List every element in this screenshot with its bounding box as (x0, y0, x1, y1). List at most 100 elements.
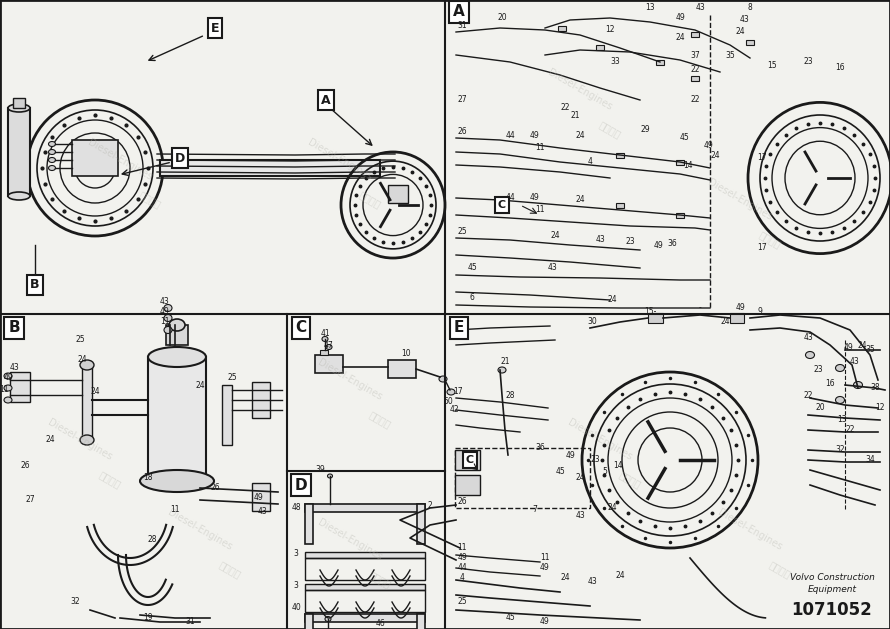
Ellipse shape (8, 104, 30, 112)
Text: 15-: 15- (643, 308, 656, 316)
Text: 21: 21 (570, 111, 579, 120)
Text: Diesel-Engines: Diesel-Engines (316, 357, 384, 403)
Bar (558, 26, 566, 30)
Text: Diesel-Engines: Diesel-Engines (306, 138, 374, 182)
Text: 22: 22 (691, 96, 700, 104)
Text: 聚发动力: 聚发动力 (357, 190, 383, 210)
Text: E: E (454, 321, 465, 335)
Text: 26: 26 (210, 484, 220, 493)
Bar (305, 558, 425, 580)
Bar (305, 614, 425, 622)
Text: 26: 26 (457, 498, 467, 506)
Text: 24: 24 (607, 296, 617, 304)
Text: 45: 45 (680, 133, 690, 143)
Text: 49: 49 (735, 304, 745, 313)
Text: 44: 44 (506, 130, 515, 140)
Text: 24: 24 (195, 381, 205, 389)
Ellipse shape (8, 192, 30, 200)
Bar (148, 357, 206, 481)
Text: 43: 43 (547, 264, 557, 272)
Text: 32: 32 (835, 445, 845, 455)
Bar (746, 40, 754, 45)
Text: 34: 34 (865, 455, 875, 464)
Text: 1071052: 1071052 (791, 601, 872, 619)
Ellipse shape (322, 337, 328, 342)
Text: 23: 23 (625, 238, 635, 247)
Bar (13, 98, 25, 108)
Text: 22: 22 (804, 391, 813, 401)
Text: 35: 35 (865, 345, 875, 355)
Text: 49: 49 (540, 618, 550, 626)
Ellipse shape (805, 352, 814, 359)
Text: A: A (321, 94, 331, 106)
Text: 聚发动力: 聚发动力 (217, 560, 243, 580)
Ellipse shape (48, 165, 55, 170)
Bar (72, 140, 118, 176)
Bar (305, 552, 425, 558)
Text: 45: 45 (555, 467, 565, 477)
Text: 15: 15 (767, 60, 777, 69)
Text: 4: 4 (587, 157, 593, 167)
Text: 11: 11 (540, 554, 550, 562)
Text: 23: 23 (803, 57, 813, 67)
Text: 49: 49 (160, 308, 170, 316)
Text: 29: 29 (640, 126, 650, 135)
Text: C: C (498, 200, 506, 210)
Text: Diesel-Engines: Diesel-Engines (166, 508, 234, 552)
Text: Volvo Construction: Volvo Construction (789, 574, 875, 582)
Text: 35: 35 (725, 50, 735, 60)
Text: 12: 12 (605, 26, 615, 35)
Text: 25: 25 (227, 374, 237, 382)
Text: 11: 11 (160, 318, 170, 326)
Ellipse shape (140, 470, 214, 492)
Bar (388, 360, 416, 378)
Text: 43: 43 (160, 298, 170, 306)
Text: 17: 17 (757, 153, 767, 162)
Text: 11: 11 (535, 206, 545, 214)
Bar (8, 108, 30, 196)
Text: 43: 43 (850, 357, 860, 367)
Text: 17: 17 (757, 243, 767, 252)
Ellipse shape (4, 397, 12, 403)
Text: 26: 26 (20, 460, 29, 469)
Text: 44: 44 (506, 194, 515, 203)
Text: Diesel-Engines: Diesel-Engines (706, 177, 773, 223)
Text: 43: 43 (695, 4, 705, 13)
Text: 38: 38 (870, 384, 880, 392)
Bar (305, 504, 313, 544)
Text: 45: 45 (467, 264, 477, 272)
Text: 聚发动力: 聚发动力 (368, 570, 392, 590)
Text: D: D (174, 152, 185, 165)
Text: 20: 20 (815, 403, 825, 413)
Text: 聚发动力: 聚发动力 (368, 410, 392, 430)
Text: 24: 24 (615, 571, 625, 579)
Ellipse shape (169, 319, 185, 331)
Text: 6: 6 (470, 294, 474, 303)
Text: C: C (466, 455, 474, 465)
Text: 3: 3 (294, 581, 298, 591)
Text: Diesel-Engines: Diesel-Engines (316, 518, 384, 562)
Ellipse shape (447, 389, 455, 395)
Text: 24: 24 (575, 130, 585, 140)
Bar (417, 504, 425, 544)
Text: 49: 49 (253, 494, 263, 503)
Bar (315, 355, 343, 373)
Ellipse shape (854, 382, 862, 389)
Ellipse shape (4, 385, 12, 391)
Text: 49: 49 (565, 450, 575, 460)
Text: 聚发动力: 聚发动力 (767, 560, 793, 580)
Text: D: D (295, 477, 307, 493)
Text: 49: 49 (4, 374, 12, 382)
Bar (82, 365, 92, 440)
Text: 48: 48 (291, 503, 301, 513)
Text: 24: 24 (720, 318, 730, 326)
Text: 43: 43 (10, 364, 20, 372)
Text: 14: 14 (613, 460, 623, 469)
Text: Diesel-Engines: Diesel-Engines (566, 418, 634, 462)
Text: 10: 10 (401, 348, 411, 357)
Ellipse shape (164, 304, 172, 311)
Text: 24: 24 (45, 435, 55, 445)
Ellipse shape (836, 396, 845, 403)
Text: 31: 31 (457, 21, 467, 30)
Text: 22: 22 (560, 104, 570, 113)
